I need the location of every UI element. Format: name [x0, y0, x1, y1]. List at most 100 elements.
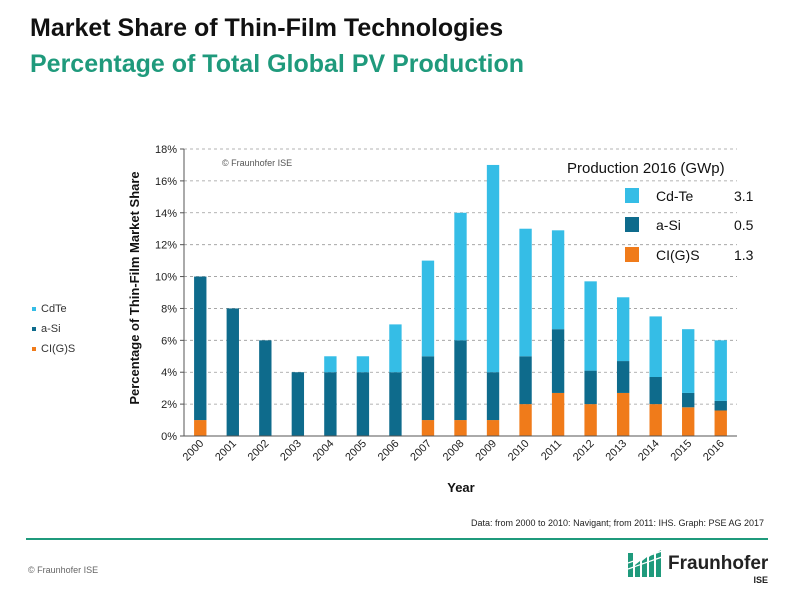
bar-cigs-2016: [714, 410, 727, 436]
bar-cigs-2007: [421, 420, 435, 436]
logo-name: Fraunhofer: [668, 553, 769, 574]
bar-cdte-2004: [324, 356, 337, 373]
asi-swatch: [32, 327, 36, 331]
x-tick-label: 2004: [311, 438, 337, 464]
x-tick-label: 2013: [603, 438, 629, 464]
bar-asi-2014: [649, 377, 662, 405]
cigs-swatch: [32, 347, 36, 351]
bar-asi-2008: [454, 340, 467, 421]
bar-asi-2010: [519, 356, 532, 405]
cdte-swatch: [32, 307, 36, 311]
bar-asi-2001: [226, 308, 239, 436]
bar-cigs-2008: [454, 420, 467, 436]
footer-divider: [26, 538, 768, 540]
x-tick-label: 2010: [506, 438, 532, 464]
x-tick-label: 2002: [246, 438, 272, 464]
bar-asi-2004: [324, 372, 337, 436]
legend-label-cdte: Cd-Te: [656, 188, 694, 204]
bar-asi-2007: [421, 356, 435, 421]
y-tick-label: 2%: [161, 399, 177, 411]
bar-cdte-2012: [584, 281, 597, 371]
bar-cdte-2008: [454, 212, 467, 341]
legend-label-cigs: CI(G)S: [656, 247, 700, 263]
bar-cdte-2005: [356, 356, 370, 373]
bar-asi-2012: [584, 370, 597, 405]
bar-cdte-2010: [519, 228, 532, 357]
y-tick-label: 6%: [161, 335, 177, 347]
x-tick-label: 2014: [636, 438, 662, 464]
y-tick-label: 16%: [155, 176, 177, 188]
x-tick-label: 2003: [278, 438, 304, 464]
bar-cigs-2010: [519, 404, 532, 436]
bar-cdte-2014: [649, 316, 662, 378]
y-tick-label: 4%: [161, 367, 177, 379]
x-tick-label: 2011: [539, 438, 564, 463]
x-tick-label: 2012: [571, 438, 597, 464]
legend-label-asi: a-Si: [656, 217, 681, 233]
bar-cdte-2013: [616, 297, 630, 362]
bar-cigs-2009: [486, 420, 500, 436]
legend-value-cigs: 1.3: [734, 247, 754, 263]
bar-cdte-2006: [389, 324, 402, 373]
side-legend: CdTe a-Si CI(G)S: [32, 299, 75, 359]
legend-value-cdte: 3.1: [734, 188, 754, 204]
bar-cigs-2014: [649, 404, 662, 436]
side-legend-item-cigs: CI(G)S: [32, 339, 75, 359]
y-tick-label: 12%: [155, 240, 177, 252]
bar-asi-2013: [616, 361, 630, 393]
bar-asi-2005: [356, 372, 370, 436]
bar-cigs-2000: [194, 420, 207, 436]
chart-legend: Production 2016 (GWp) Cd-Te 3.1 a-Si 0.5…: [567, 160, 754, 263]
legend-title: Production 2016 (GWp): [567, 160, 725, 177]
x-tick-label: 2000: [181, 438, 207, 464]
bar-cdte-2015: [682, 329, 695, 393]
bar-cigs-2015: [682, 407, 695, 436]
bar-cdte-2007: [421, 260, 435, 357]
bar-layer: [194, 164, 727, 436]
legend-swatch-asi: [625, 217, 639, 232]
x-tick-label: 2007: [408, 438, 434, 464]
legend-swatch-cdte: [625, 188, 639, 203]
bar-cdte-2016: [714, 340, 727, 401]
bar-asi-2003: [291, 372, 305, 436]
x-tick-label: 2005: [343, 438, 369, 464]
bar-asi-2002: [259, 340, 272, 436]
y-axis-label: Percentage of Thin-Film Market Share: [127, 171, 142, 404]
legend-swatch-cigs: [625, 247, 639, 262]
logo-sub: ISE: [753, 575, 768, 585]
bar-cigs-2011: [551, 392, 565, 436]
side-legend-label: a-Si: [41, 323, 61, 335]
x-tick-label: 2015: [669, 438, 695, 464]
x-tick-label: 2008: [441, 438, 467, 464]
chart-watermark: © Fraunhofer ISE: [222, 158, 292, 168]
page-subtitle: Percentage of Total Global PV Production: [30, 50, 525, 78]
bar-cigs-2012: [584, 404, 597, 436]
side-legend-item-cdte: CdTe: [32, 299, 75, 319]
bar-asi-2011: [551, 329, 565, 393]
bar-cigs-2013: [616, 392, 630, 436]
fraunhofer-logo: Fraunhofer ISE: [628, 547, 768, 593]
y-tick-label: 0%: [161, 431, 177, 443]
y-tick-label: 10%: [155, 272, 177, 284]
bar-cdte-2011: [551, 230, 565, 330]
page-title: Market Share of Thin-Film Technologies: [30, 14, 504, 42]
legend-value-asi: 0.5: [734, 217, 754, 233]
y-tick-label: 8%: [161, 303, 177, 315]
bar-asi-2000: [194, 276, 207, 421]
fraunhofer-logo-icon: [628, 550, 663, 577]
bar-asi-2009: [486, 372, 500, 421]
x-tick-label: 2001: [213, 438, 239, 464]
y-tick-label: 14%: [155, 208, 177, 220]
side-legend-label: CI(G)S: [41, 343, 76, 355]
bar-asi-2016: [714, 400, 727, 411]
x-tick-label: 2009: [473, 438, 499, 464]
bar-asi-2015: [682, 392, 695, 408]
side-legend-label: CdTe: [41, 303, 67, 315]
y-tick-label: 18%: [155, 144, 177, 156]
x-axis-label: Year: [447, 480, 474, 495]
x-tick-label: 2016: [701, 438, 727, 464]
bar-cdte-2009: [486, 164, 500, 373]
x-tick-label: 2006: [376, 438, 402, 464]
bar-asi-2006: [389, 372, 402, 436]
